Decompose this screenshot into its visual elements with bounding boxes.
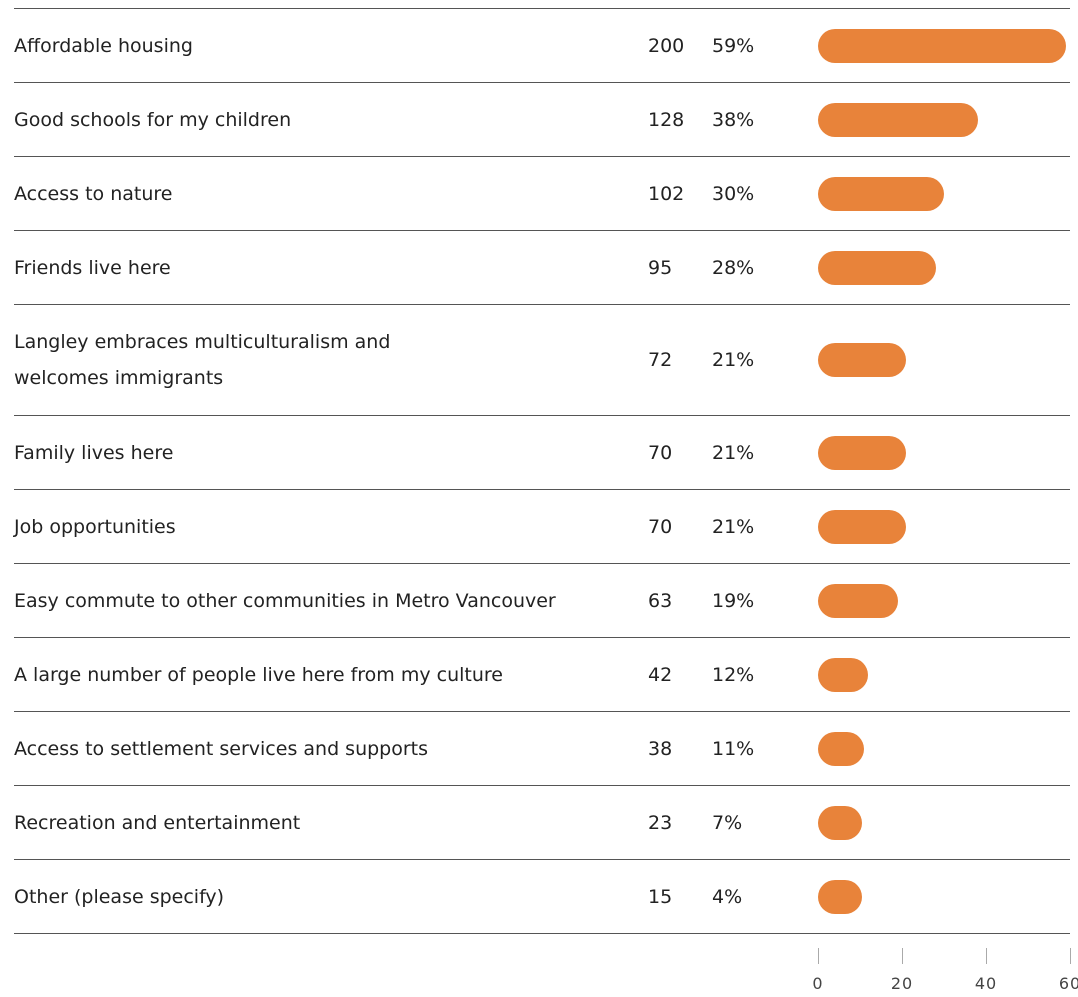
category-label: Job opportunities: [14, 515, 176, 538]
count: 38: [648, 737, 673, 760]
row: Access to nature 102 30%: [14, 157, 1070, 231]
category-label: Other (please specify): [14, 885, 225, 908]
bar: [818, 28, 1066, 63]
x-tick-label: 40: [974, 974, 998, 993]
row: Langley embraces multiculturalism and we…: [14, 305, 1070, 416]
x-tick-label: 0: [812, 974, 824, 993]
row: Other (please specify) 15 4%: [14, 860, 1070, 934]
tick-mark: [986, 948, 987, 964]
count: 70: [648, 441, 673, 464]
category-label: Access to settlement services and suppor…: [14, 737, 429, 760]
row: Access to settlement services and suppor…: [14, 712, 1070, 786]
bar: [818, 343, 907, 377]
category-label: Easy commute to other communities in Met…: [14, 589, 556, 612]
percent-label: 21%: [712, 515, 755, 538]
table: Affordable housing 200 59% Good schools for…: [14, 8, 1070, 934]
count: 70: [648, 515, 673, 538]
category-label: Family lives here: [14, 441, 174, 464]
row: Good schools for my children 128 38%: [14, 83, 1070, 157]
count: 63: [648, 589, 673, 612]
x-tick-label: 60: [1058, 974, 1078, 993]
count: 128: [648, 108, 685, 131]
percent-label: 4%: [712, 885, 743, 908]
percent-label: 30%: [712, 182, 755, 205]
row: Friends live here 95 28%: [14, 231, 1070, 305]
category-label: Affordable housing: [14, 34, 193, 57]
bar: [818, 176, 944, 211]
category-label: Friends live here: [14, 256, 171, 279]
bar: [818, 731, 865, 766]
percent-label: 21%: [712, 349, 755, 371]
category-label: Access to nature: [14, 182, 173, 205]
count: 15: [648, 885, 673, 908]
bar: [818, 435, 907, 470]
category-label: Langley embraces multiculturalism and we…: [14, 331, 391, 389]
percent-label: 11%: [712, 737, 755, 760]
category-label: Recreation and entertainment: [14, 811, 301, 834]
row: A large number of people live here from …: [14, 638, 1070, 712]
percent-label: 59%: [712, 34, 755, 57]
percent-label: 12%: [712, 663, 755, 686]
bar: [818, 805, 862, 840]
count: 102: [648, 182, 685, 205]
category-label: A large number of people live here from …: [14, 663, 503, 686]
bar: [818, 657, 869, 692]
count: 200: [648, 34, 685, 57]
bar: [818, 583, 898, 618]
tick-mark: [1070, 948, 1071, 964]
category-label: Good schools for my children: [14, 108, 292, 131]
percent-label: 38%: [712, 108, 755, 131]
percent-label: 28%: [712, 256, 755, 279]
x-axis: 0 20 40 60: [0, 948, 1078, 997]
tick-mark: [818, 948, 819, 964]
bar: [818, 509, 907, 544]
percent-label: 19%: [712, 589, 755, 612]
tick-mark: [902, 948, 903, 964]
bar: [818, 250, 936, 285]
count: 23: [648, 811, 673, 834]
percent-label: 7%: [712, 811, 743, 834]
count: 95: [648, 256, 673, 279]
bar: [818, 879, 862, 914]
row: Job opportunities 70 21%: [14, 490, 1070, 564]
row: Recreation and entertainment 23 7%: [14, 786, 1070, 860]
count: 72: [648, 349, 673, 371]
x-tick-label: 20: [890, 974, 914, 993]
row: Affordable housing 200 59%: [14, 9, 1070, 83]
percent-label: 21%: [712, 441, 755, 464]
row: Family lives here 70 21%: [14, 416, 1070, 490]
row: Easy commute to other communities in Met…: [14, 564, 1070, 638]
bar: [818, 102, 978, 137]
count: 42: [648, 663, 673, 686]
